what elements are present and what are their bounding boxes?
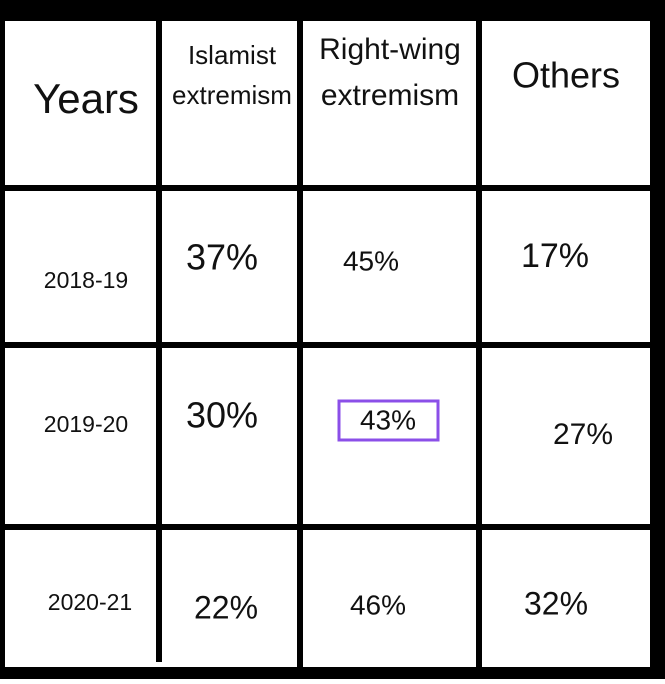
value-cell: 17%	[521, 237, 589, 275]
value-cell: 46%	[350, 589, 406, 620]
row-line	[0, 185, 665, 191]
header-cell: Islamist	[188, 40, 277, 70]
year-cell: 2018-19	[44, 267, 128, 293]
value-cell: 27%	[553, 418, 613, 451]
frame-top	[0, 0, 665, 21]
frame-bottom	[0, 667, 665, 679]
header-cell: Right-wing	[319, 33, 461, 66]
header-cell: extremism	[321, 79, 459, 112]
value-cell: 45%	[343, 245, 399, 276]
value-cell: 30%	[186, 395, 258, 436]
value-cell: 43%	[360, 404, 416, 435]
year-cell: 2020-21	[48, 589, 132, 615]
row-line	[0, 524, 665, 530]
row-line	[0, 342, 665, 348]
year-cell: 2019-20	[44, 411, 128, 437]
header-cell: extremism	[172, 80, 292, 110]
frame-right	[650, 0, 665, 679]
column-line	[156, 21, 162, 662]
header-cell: Years	[33, 75, 139, 122]
highlight-box	[337, 399, 440, 442]
frame-left	[0, 0, 5, 679]
value-cell: 32%	[524, 585, 588, 621]
value-cell: 22%	[194, 589, 258, 625]
value-cell: 37%	[186, 237, 258, 278]
header-cell: Others	[512, 55, 620, 96]
